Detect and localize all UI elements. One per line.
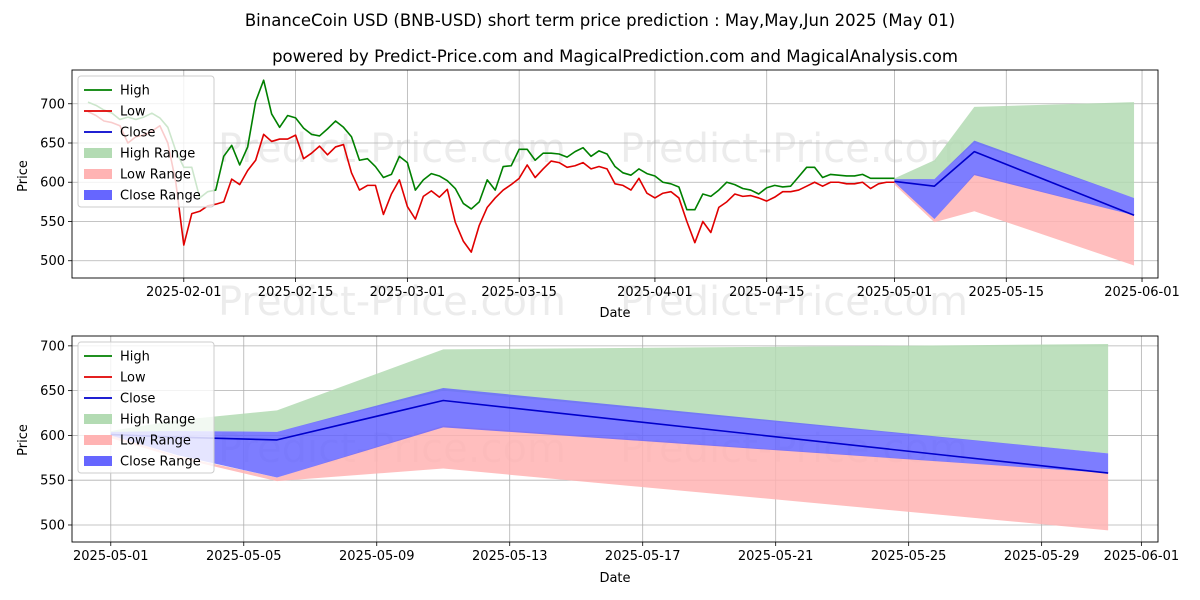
top-high-line (87, 79, 895, 211)
bottom-y-tick-label: 650 (40, 384, 65, 399)
chart-subtitle: powered by Predict-Price.com and Magical… (272, 47, 958, 66)
top-y-tick-label: 650 (40, 136, 65, 151)
top-legend-swatch (84, 190, 112, 200)
top-y-tick-label: 550 (40, 215, 65, 230)
bottom-x-tick-label: 2025-06-01 (1104, 549, 1180, 564)
bottom-x-tick-label: 2025-05-09 (339, 549, 415, 564)
top-legend-label: High Range (120, 147, 195, 162)
bottom-legend-label: Close Range (120, 455, 201, 470)
bottom-x-tick-label: 2025-05-13 (472, 549, 548, 564)
top-x-tick-label: 2025-05-15 (968, 285, 1044, 300)
bottom-x-tick-label: 2025-05-05 (206, 549, 282, 564)
top-plot-frame (71, 69, 1159, 279)
top-x-tick-label: 2025-02-01 (146, 285, 222, 300)
bottom-x-tick-label: 2025-05-29 (1004, 549, 1080, 564)
watermark-top-3: Predict-Price.com (218, 279, 566, 325)
bottom-x-tick-label: 2025-05-01 (73, 549, 149, 564)
top-legend-label: Close Range (120, 189, 201, 204)
bottom-x-tick-label: 2025-05-25 (871, 549, 947, 564)
bottom-close-range-band (110, 387, 1109, 478)
top-low-line (87, 110, 895, 253)
top-close-range-band (894, 140, 1135, 220)
top-x-tick-label: 2025-02-15 (258, 285, 334, 300)
bottom-y-tick-label: 700 (40, 339, 65, 354)
bottom-legend-swatch (84, 414, 112, 424)
bottom-x-axis-label: Date (599, 571, 630, 586)
top-legend-swatch (84, 148, 112, 158)
bottom-legend-swatch (84, 435, 112, 445)
top-y-tick-label: 700 (40, 97, 65, 112)
bottom-y-tick-label: 600 (40, 429, 65, 444)
bottom-legend-swatch (84, 456, 112, 466)
top-legend: High Low Close High Range Low Range Close Ran… (77, 75, 215, 208)
bottom-legend: High Low Close High Range Low Range Close Ran… (77, 341, 215, 474)
bottom-legend-label: High Range (120, 413, 195, 428)
top-y-tick-label: 600 (40, 176, 65, 191)
bottom-legend-label: Low (120, 371, 146, 386)
top-legend-label: Low Range (120, 168, 191, 183)
bottom-y-axis-label: Price (16, 424, 31, 456)
bottom-high-range-band (110, 344, 1109, 454)
top-y-tick-label: 500 (40, 254, 65, 269)
top-x-tick-label: 2025-03-15 (481, 285, 557, 300)
bottom-x-tick-label: 2025-05-21 (738, 549, 814, 564)
bottom-y-tick-label: 500 (40, 518, 65, 533)
top-legend-label: Close (120, 126, 155, 141)
top-x-tick-label: 2025-04-15 (729, 285, 805, 300)
bottom-legend-label: Close (120, 392, 155, 407)
bottom-chart: Predict-Price.com Predict-Price.com 2025… (16, 335, 1180, 586)
top-legend-label: High (120, 84, 150, 99)
top-x-tick-label: 2025-05-01 (857, 285, 933, 300)
bottom-plot-frame (71, 335, 1159, 543)
top-x-tick-label: 2025-04-01 (617, 285, 693, 300)
watermark-top-1: Predict-Price.com (218, 126, 566, 172)
bottom-y-tick-label: 550 (40, 474, 65, 489)
top-legend-swatch (84, 169, 112, 179)
top-x-axis-label: Date (599, 306, 630, 321)
bottom-legend-label: Low Range (120, 434, 191, 449)
watermark-top-4: Predict-Price.com (620, 279, 968, 325)
watermark-top-2: Predict-Price.com (620, 126, 968, 172)
top-close-line (894, 150, 1135, 216)
top-x-tick-label: 2025-06-01 (1104, 285, 1180, 300)
bottom-legend-label: High (120, 350, 150, 365)
top-x-tick-label: 2025-03-01 (370, 285, 446, 300)
chart-title: BinanceCoin USD (BNB-USD) short term pri… (245, 11, 955, 30)
top-high-range-band (894, 102, 1135, 198)
top-chart: Predict-Price.com Predict-Price.com Pred… (16, 69, 1180, 325)
bottom-x-tick-label: 2025-05-17 (605, 549, 681, 564)
top-legend-label: Low (120, 105, 146, 120)
top-y-axis-label: Price (16, 160, 31, 192)
